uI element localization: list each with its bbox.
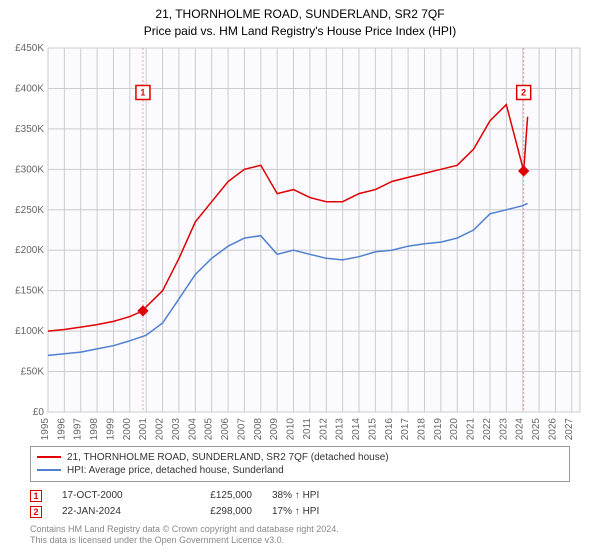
svg-text:£250K: £250K <box>15 204 44 215</box>
sale-row-2: 2 22-JAN-2024 £298,000 17% ↑ HPI <box>30 504 570 520</box>
legend-label-hpi: HPI: Average price, detached house, Sund… <box>67 465 284 476</box>
svg-text:2010: 2010 <box>286 417 297 440</box>
svg-text:2025: 2025 <box>531 417 542 440</box>
svg-text:2005: 2005 <box>204 417 215 440</box>
svg-text:2006: 2006 <box>220 417 231 440</box>
svg-text:2019: 2019 <box>433 417 444 440</box>
legend: 21, THORNHOLME ROAD, SUNDERLAND, SR2 7QF… <box>30 446 570 482</box>
sale-row-1: 1 17-OCT-2000 £125,000 38% ↑ HPI <box>30 488 570 504</box>
sale-marker-2: 2 <box>30 506 42 518</box>
svg-text:1998: 1998 <box>89 417 100 440</box>
svg-text:2023: 2023 <box>498 417 509 440</box>
svg-text:£100K: £100K <box>15 326 44 337</box>
svg-text:2008: 2008 <box>253 417 264 440</box>
svg-text:2011: 2011 <box>302 417 313 439</box>
legend-item-hpi: HPI: Average price, detached house, Sund… <box>37 464 563 477</box>
chart-area: £0 £50K £100K £150K £200K £250K £300K £350K £400… <box>0 42 600 442</box>
sale-diff-2: 17% ↑ HPI <box>272 506 362 517</box>
page-subtitle: Price paid vs. HM Land Registry's House … <box>0 23 600 40</box>
sale-marker-1: 1 <box>30 490 42 502</box>
svg-text:2007: 2007 <box>236 417 247 440</box>
legend-swatch-property <box>37 456 61 458</box>
svg-text:2018: 2018 <box>416 417 427 440</box>
svg-text:£350K: £350K <box>15 123 44 134</box>
legend-swatch-hpi <box>37 469 61 471</box>
svg-text:2003: 2003 <box>171 417 182 440</box>
svg-text:1997: 1997 <box>73 417 84 440</box>
svg-text:1995: 1995 <box>40 417 51 440</box>
svg-text:2024: 2024 <box>515 417 526 440</box>
svg-text:2012: 2012 <box>318 417 329 440</box>
svg-text:2016: 2016 <box>384 417 395 440</box>
svg-text:2026: 2026 <box>547 417 558 440</box>
sales-table: 1 17-OCT-2000 £125,000 38% ↑ HPI 2 22-JA… <box>30 488 570 520</box>
svg-text:2017: 2017 <box>400 417 411 440</box>
svg-text:£0: £0 <box>33 407 45 418</box>
sale-diff-1: 38% ↑ HPI <box>272 490 362 501</box>
svg-text:2004: 2004 <box>187 417 198 440</box>
svg-text:1: 1 <box>140 87 145 97</box>
legend-item-property: 21, THORNHOLME ROAD, SUNDERLAND, SR2 7QF… <box>37 451 563 464</box>
page-title: 21, THORNHOLME ROAD, SUNDERLAND, SR2 7QF <box>0 6 600 23</box>
svg-text:2021: 2021 <box>466 417 477 440</box>
title-block: 21, THORNHOLME ROAD, SUNDERLAND, SR2 7QF… <box>0 0 600 42</box>
svg-text:2: 2 <box>521 87 526 97</box>
svg-text:£200K: £200K <box>15 245 44 256</box>
svg-text:£400K: £400K <box>15 83 44 94</box>
svg-text:2000: 2000 <box>122 417 133 440</box>
svg-text:2014: 2014 <box>351 417 362 440</box>
sale-price-2: £298,000 <box>172 506 252 517</box>
svg-text:1996: 1996 <box>56 417 67 440</box>
svg-text:2020: 2020 <box>449 417 460 440</box>
svg-text:2001: 2001 <box>138 417 149 440</box>
chart-container: 21, THORNHOLME ROAD, SUNDERLAND, SR2 7QF… <box>0 0 600 560</box>
legend-label-property: 21, THORNHOLME ROAD, SUNDERLAND, SR2 7QF… <box>67 452 389 463</box>
svg-text:1999: 1999 <box>105 417 116 440</box>
svg-text:£300K: £300K <box>15 164 44 175</box>
svg-text:2002: 2002 <box>155 417 166 440</box>
footer-line-2: This data is licensed under the Open Gov… <box>30 535 570 547</box>
svg-text:2022: 2022 <box>482 417 493 440</box>
svg-text:£150K: £150K <box>15 285 44 296</box>
footer-line-1: Contains HM Land Registry data © Crown c… <box>30 524 570 536</box>
chart-svg: £0 £50K £100K £150K £200K £250K £300K £350K £400… <box>0 42 600 442</box>
svg-text:2013: 2013 <box>335 417 346 440</box>
footer: Contains HM Land Registry data © Crown c… <box>30 524 570 547</box>
sale-date-1: 17-OCT-2000 <box>62 490 152 501</box>
svg-text:2015: 2015 <box>367 417 378 440</box>
svg-text:£50K: £50K <box>21 366 45 377</box>
svg-text:2009: 2009 <box>269 417 280 440</box>
svg-text:2027: 2027 <box>564 417 575 440</box>
sale-date-2: 22-JAN-2024 <box>62 506 152 517</box>
svg-text:£450K: £450K <box>15 43 44 54</box>
sale-price-1: £125,000 <box>172 490 252 501</box>
